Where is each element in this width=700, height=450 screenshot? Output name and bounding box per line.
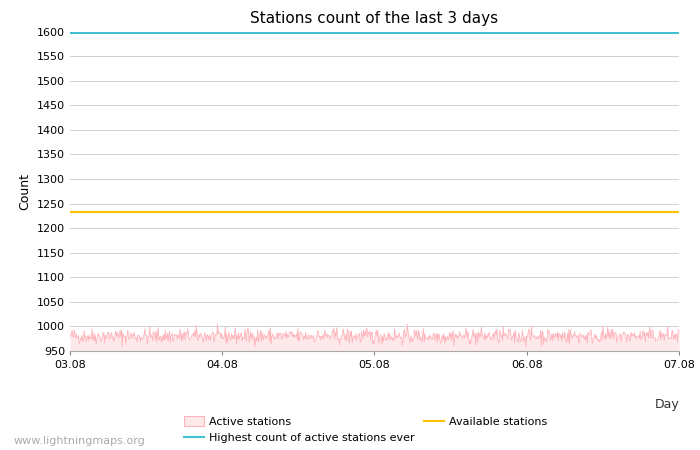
Text: Day: Day <box>654 398 679 411</box>
Title: Stations count of the last 3 days: Stations count of the last 3 days <box>251 11 498 26</box>
Text: www.lightningmaps.org: www.lightningmaps.org <box>14 436 146 446</box>
Legend: Active stations, Highest count of active stations ever, Available stations: Active stations, Highest count of active… <box>179 412 552 448</box>
Y-axis label: Count: Count <box>18 173 32 210</box>
